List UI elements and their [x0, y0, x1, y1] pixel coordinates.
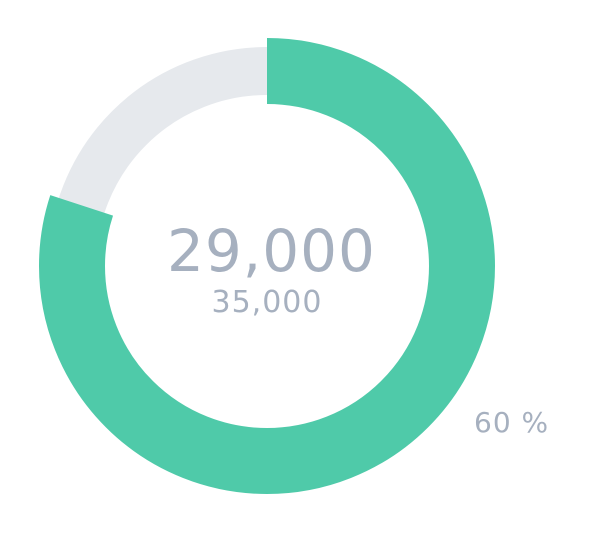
value-display: 29,000 35,000	[167, 217, 376, 320]
progress-fill	[39, 38, 495, 494]
percent-label: 60 %	[474, 406, 550, 439]
target-value: 35,000	[211, 285, 323, 320]
current-value: 29,000	[167, 217, 376, 285]
